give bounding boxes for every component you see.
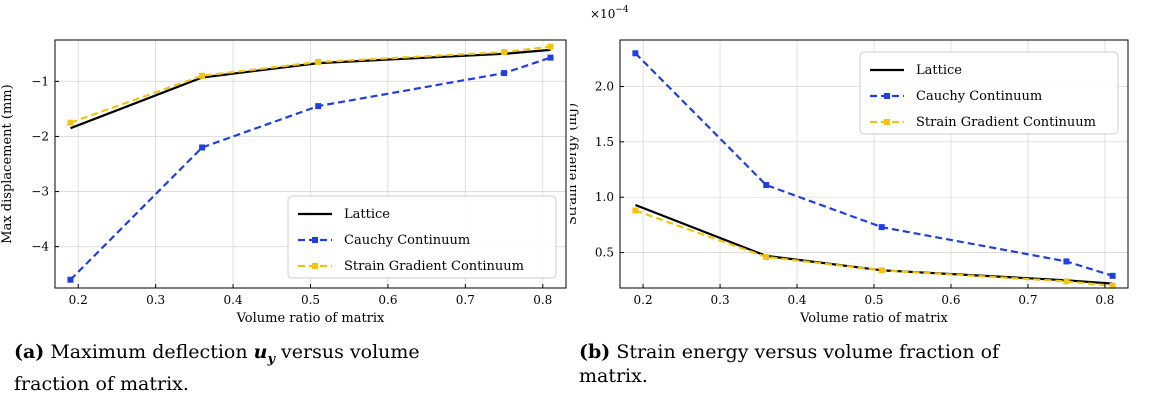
chart-a-ytick-label-0: −4 (31, 240, 49, 254)
chart-b-legend-label-2: Strain Gradient Continuum (916, 115, 1096, 130)
caption-a-tag: (a) (14, 341, 45, 363)
chart-b-series-1-point-3 (1063, 258, 1070, 265)
chart-b-series-1-point-4 (1109, 272, 1116, 279)
chart-b-series-2-point-1 (763, 254, 770, 260)
caption-a: (a) Maximum deflection uy versus volume … (14, 340, 574, 396)
chart-a-legend-box (287, 195, 557, 279)
caption-b: (b) Strain energy versus volume fraction… (579, 340, 1144, 388)
caption-b-tag: (b) (579, 341, 611, 363)
caption-a-math: u (253, 341, 268, 363)
chart-b-multiplier-exp: −4 (615, 5, 629, 15)
caption-b-line1: (b) Strain energy versus volume fraction… (579, 340, 1144, 364)
chart-b-xlabel: Volume ratio of matrix (799, 311, 948, 326)
chart-a-series-2-point-0 (67, 119, 74, 126)
chart-b-xtick-label-3: 0.5 (864, 293, 883, 307)
caption-a-line2: fraction of matrix. (14, 372, 189, 395)
chart-a-series-1-point-1 (199, 144, 206, 151)
chart-b-ytick-label-1: 1.0 (595, 190, 614, 204)
chart-b-xtick-label-5: 0.7 (1018, 293, 1037, 307)
chart-a-series-2-point-4 (547, 43, 554, 50)
chart-a-legend-label-1: Cauchy Continuum (344, 233, 470, 248)
chart-b-legend: Lattice Cauchy Continuum Strain Gradient C… (859, 51, 1119, 135)
chart-b-ytick-label-3: 2.0 (595, 80, 614, 94)
chart-a-ytick-label-1: −3 (31, 185, 49, 199)
chart-a-legend-marker-2 (312, 263, 318, 269)
chart-a-ylabel: Max displacement (mm) (0, 84, 15, 243)
caption-a-math-sub: y (267, 351, 276, 367)
chart-b-legend-label-1: Cauchy Continuum (916, 89, 1042, 104)
chart-a-legend-label-2: Strain Gradient Continuum (344, 259, 524, 274)
chart-b-legend-marker-1 (884, 93, 890, 99)
chart-a-series-1-point-0 (67, 276, 74, 283)
chart-b-xtick-label-1: 0.3 (711, 293, 730, 307)
chart-a-max-displacement: 0.2 0.3 0.4 0.5 0.6 0.7 0.8 −4 −3 −2 −1 Volume rati… (0, 39, 567, 326)
chart-a-legend: Lattice Cauchy Continuum Strain Gradient C… (287, 195, 557, 279)
chart-a-series-1-point-3 (501, 70, 508, 77)
chart-a-legend-label-0: Lattice (344, 207, 390, 222)
chart-b-strain-energy: 0.2 0.3 0.4 0.5 0.6 0.7 0.8 0.5 1.0 1.5 2.0 Volume … (570, 5, 1129, 326)
chart-b-ylabel: Strain energy (mJ) (570, 103, 580, 225)
chart-a-series-1-point-4 (547, 54, 554, 61)
chart-b-series-2-point-4 (1109, 282, 1116, 289)
chart-b-legend-marker-2 (884, 119, 890, 125)
chart-a-xtick-label-5: 0.7 (456, 293, 475, 307)
chart-a-xtick-label-3: 0.5 (301, 293, 320, 307)
chart-b-ytick-label-0: 0.5 (595, 246, 614, 260)
chart-a-series-2-point-1 (199, 72, 206, 79)
chart-b-xtick-label-0: 0.2 (634, 293, 653, 307)
chart-a-xtick-label-4: 0.6 (378, 293, 397, 307)
caption-b-line2: matrix. (579, 365, 648, 387)
chart-b-xtick-label-4: 0.6 (941, 293, 960, 307)
chart-b-multiplier: ×10−4 (590, 5, 629, 21)
chart-a-series-1-point-2 (315, 103, 322, 110)
chart-b-series-2-point-0 (632, 207, 639, 214)
chart-a-legend-marker-1 (312, 237, 318, 243)
chart-b-ytick-label-2: 1.5 (595, 135, 614, 149)
caption-a-line1: (a) Maximum deflection uy versus volume (14, 340, 574, 372)
caption-a-text-after: versus volume (275, 341, 420, 363)
chart-a-xlabel: Volume ratio of matrix (236, 311, 385, 326)
chart-a-series-2-point-2 (315, 59, 322, 66)
chart-b-xtick-label-2: 0.4 (787, 293, 806, 307)
caption-b-text: Strain energy versus volume fraction of (616, 341, 1000, 363)
chart-b-legend-box (859, 51, 1119, 135)
chart-b-series-1-point-2 (878, 224, 885, 231)
chart-b-legend-label-0: Lattice (916, 63, 962, 78)
chart-a-xtick-label-6: 0.8 (533, 293, 552, 307)
chart-b-series-1-point-1 (763, 182, 770, 189)
chart-a-xtick-label-0: 0.2 (69, 293, 88, 307)
chart-a-ytick-label-3: −1 (31, 74, 49, 88)
chart-a-series-2-point-3 (501, 49, 508, 56)
caption-a-text-before: Maximum deflection (50, 341, 254, 363)
chart-a-xtick-label-1: 0.3 (146, 293, 165, 307)
chart-b-series-2-point-2 (878, 267, 885, 274)
chart-b-series-2-point-3 (1063, 278, 1070, 285)
chart-a-xtick-label-2: 0.4 (224, 293, 243, 307)
chart-b-xtick-label-6: 0.8 (1095, 293, 1114, 307)
chart-a-ytick-label-2: −2 (31, 129, 49, 143)
chart-b-series-1-point-0 (632, 50, 639, 57)
